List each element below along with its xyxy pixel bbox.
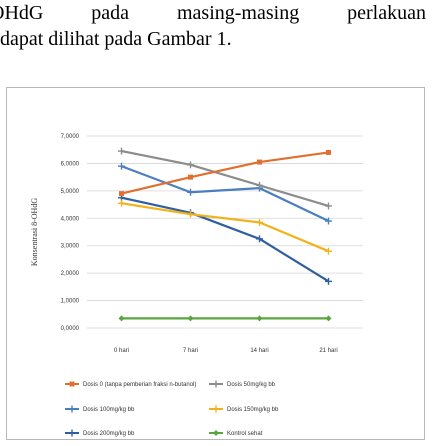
chart-frame: 0,0000 1,0000 2,0000 3,0000 4,0000 5,0000 6,00…	[6, 87, 425, 440]
series-line	[122, 203, 329, 251]
legend-label: Dosis 200mg/kg bb	[83, 431, 135, 437]
x-tick-label: 21 hari	[319, 348, 337, 354]
data-point	[70, 382, 75, 387]
x-tick-label: 0 hari	[114, 348, 129, 354]
word-pada: pada	[91, 0, 129, 26]
y-tick-label: 3,0000	[61, 244, 80, 250]
legend-label: Kontrol sehat	[227, 431, 263, 437]
series-line	[122, 198, 329, 282]
data-point	[188, 175, 193, 180]
paragraph-line-2: dapat dilihat pada Gambar 1.	[0, 26, 432, 52]
data-point	[213, 430, 219, 436]
legend-label: Dosis 100mg/kg bb	[83, 407, 135, 413]
data-point	[188, 315, 194, 321]
legend-label: Dosis 0 (tanpa pemberian fraksi n-butano…	[83, 382, 196, 388]
legend-label: Dosis 150mg/kg bb	[227, 407, 279, 413]
body-paragraph: OHdG pada masing-masing perlakuan dapat …	[0, 0, 432, 52]
word-masing-masing: masing-masing	[177, 0, 299, 26]
y-axis-label: Konsentrasi 8-OHdG	[30, 198, 39, 266]
y-tick-label: 4,0000	[61, 216, 80, 222]
line-chart: 0,0000 1,0000 2,0000 3,0000 4,0000 5,0000 6,00…	[7, 88, 426, 441]
word-perlakuan: perlakuan	[347, 0, 426, 26]
data-point	[326, 150, 331, 155]
y-tick-label: 0,0000	[61, 326, 80, 332]
x-tick-label: 7 hari	[183, 348, 198, 354]
y-tick-label: 5,0000	[61, 189, 80, 195]
data-point	[119, 191, 124, 196]
word-ohdg: OHdG	[0, 0, 43, 26]
data-point	[257, 315, 263, 321]
series-line	[122, 152, 329, 193]
y-tick-label: 1,0000	[61, 299, 80, 305]
data-point	[119, 315, 125, 321]
y-tick-label: 2,0000	[61, 271, 80, 277]
x-tick-label: 14 hari	[250, 348, 268, 354]
y-tick-label: 6,0000	[61, 161, 80, 167]
paragraph-line-1: OHdG pada masing-masing perlakuan	[0, 0, 432, 26]
legend-label: Dosis 50mg/kg bb	[227, 382, 276, 388]
data-point	[257, 160, 262, 165]
y-tick-label: 7,0000	[61, 134, 80, 140]
data-point	[326, 315, 332, 321]
